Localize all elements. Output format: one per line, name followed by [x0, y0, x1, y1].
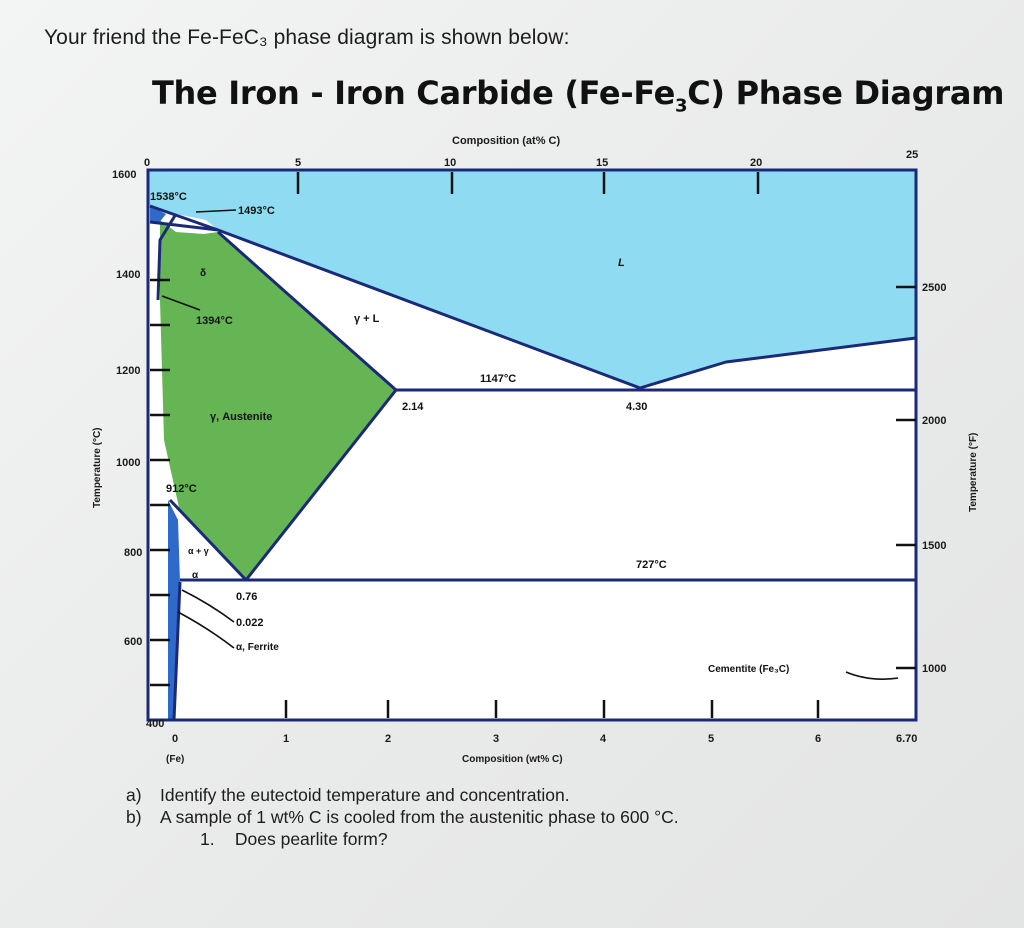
leader-cementite: [845, 671, 899, 680]
right-tick-label: 2500: [922, 282, 946, 294]
leader-0022: [181, 589, 235, 623]
right-axis-label: Temperature (°F): [968, 433, 979, 512]
question-a-text: Identify the eutectoid temperature and c…: [160, 785, 570, 805]
leader-1394: [161, 295, 201, 311]
label-alpha: α: [192, 570, 199, 581]
label-ferrite: α, Ferrite: [236, 642, 279, 653]
right-tick-label: 1000: [922, 663, 946, 675]
top-tick-label: 5: [295, 157, 301, 169]
label-1493: 1493°C: [238, 205, 275, 217]
bottom-tick-label: 0: [172, 733, 178, 745]
top-axis-label: Composition (at% C): [452, 135, 560, 147]
question-b1: 1. Does pearlite form?: [126, 828, 679, 850]
solvus-line: [172, 581, 182, 721]
label-1538: 1538°C: [150, 191, 187, 203]
left-axis-label: Temperature (°C): [92, 428, 103, 509]
bottom-sublabel: (Fe): [166, 754, 184, 765]
ferrite-region: [168, 500, 180, 720]
label-430: 4.30: [626, 401, 647, 413]
bottom-tick-label: 4: [600, 733, 607, 745]
label-912: 912°C: [166, 483, 197, 495]
label-1394: 1394°C: [196, 315, 233, 327]
bottom-tick-label: 6: [815, 733, 821, 745]
question-b1-text: Does pearlite form?: [234, 829, 388, 849]
label-214: 2.14: [402, 401, 424, 413]
austenite-region: [160, 220, 396, 580]
delta-region: [150, 206, 166, 224]
liquidus-right: [639, 336, 917, 390]
two-phase-white-region: [148, 205, 916, 720]
left-tick-label: 800: [124, 547, 142, 559]
peritectic-line: [149, 220, 219, 232]
top-tick-label: 15: [596, 157, 608, 169]
label-austenite: γ, Austenite: [210, 411, 272, 423]
label-076: 0.76: [236, 591, 257, 603]
leader-ferrite: [177, 611, 235, 649]
title-subscript: 3: [675, 95, 688, 117]
bottom-tick-label: 5: [708, 733, 714, 745]
acm-line: [244, 389, 398, 581]
label-alpha-gamma: α + γ: [188, 546, 209, 556]
label-liquid: L: [618, 257, 625, 269]
label-delta: δ: [200, 268, 206, 279]
label-0022: 0.022: [236, 617, 264, 629]
question-b1-number: 1.: [200, 829, 215, 849]
title-main: The Iron - Iron Carbide (Fe-Fe: [152, 74, 675, 112]
label-gamma-l: γ + L: [354, 313, 380, 325]
bottom-tick-label: 3: [493, 733, 499, 745]
question-b-letter: b): [126, 807, 142, 827]
question-b: b) A sample of 1 wt% C is cooled from th…: [126, 806, 679, 828]
title-end: C) Phase Diagram: [687, 74, 1005, 112]
top-tick-label: 0: [144, 157, 150, 169]
bottom-axis-label: Composition (wt% C): [462, 754, 563, 765]
left-tick-label: 400: [146, 718, 164, 730]
diagram-title: The Iron - Iron Carbide (Fe-Fe3C) Phase …: [152, 74, 1004, 116]
plot-frame: [146, 168, 918, 722]
bottom-tick-label: 6.70: [896, 733, 917, 745]
questions: a) Identify the eutectoid temperature an…: [126, 784, 679, 850]
leader-1493: [195, 209, 237, 213]
label-1147: 1147°C: [480, 373, 516, 385]
top-tick-label: 20: [750, 157, 762, 169]
question-b-text: A sample of 1 wt% C is cooled from the a…: [160, 807, 679, 827]
a3-line: [168, 498, 248, 582]
left-tick-label: 1600: [112, 169, 136, 181]
label-727: 727°C: [636, 559, 667, 571]
left-tick-label: 1400: [116, 269, 140, 281]
solidus-line: [217, 230, 397, 392]
left-tick-label: 1000: [116, 457, 140, 469]
question-a: a) Identify the eutectoid temperature an…: [126, 784, 679, 806]
left-tick-label: 600: [124, 636, 142, 648]
bottom-tick-label: 1: [283, 733, 289, 745]
label-cementite: Cementite (Fe₃C): [708, 664, 789, 675]
right-tick-label: 2000: [922, 415, 946, 427]
left-tick-label: 1200: [116, 365, 140, 377]
top-tick-label: 25: [906, 149, 918, 161]
top-tick-label: 10: [444, 157, 456, 169]
bottom-tick-label: 2: [385, 733, 391, 745]
intro-text: Your friend the Fe-FeC₃ phase diagram is…: [44, 26, 570, 49]
right-tick-label: 1500: [922, 540, 946, 552]
question-a-letter: a): [126, 785, 142, 805]
